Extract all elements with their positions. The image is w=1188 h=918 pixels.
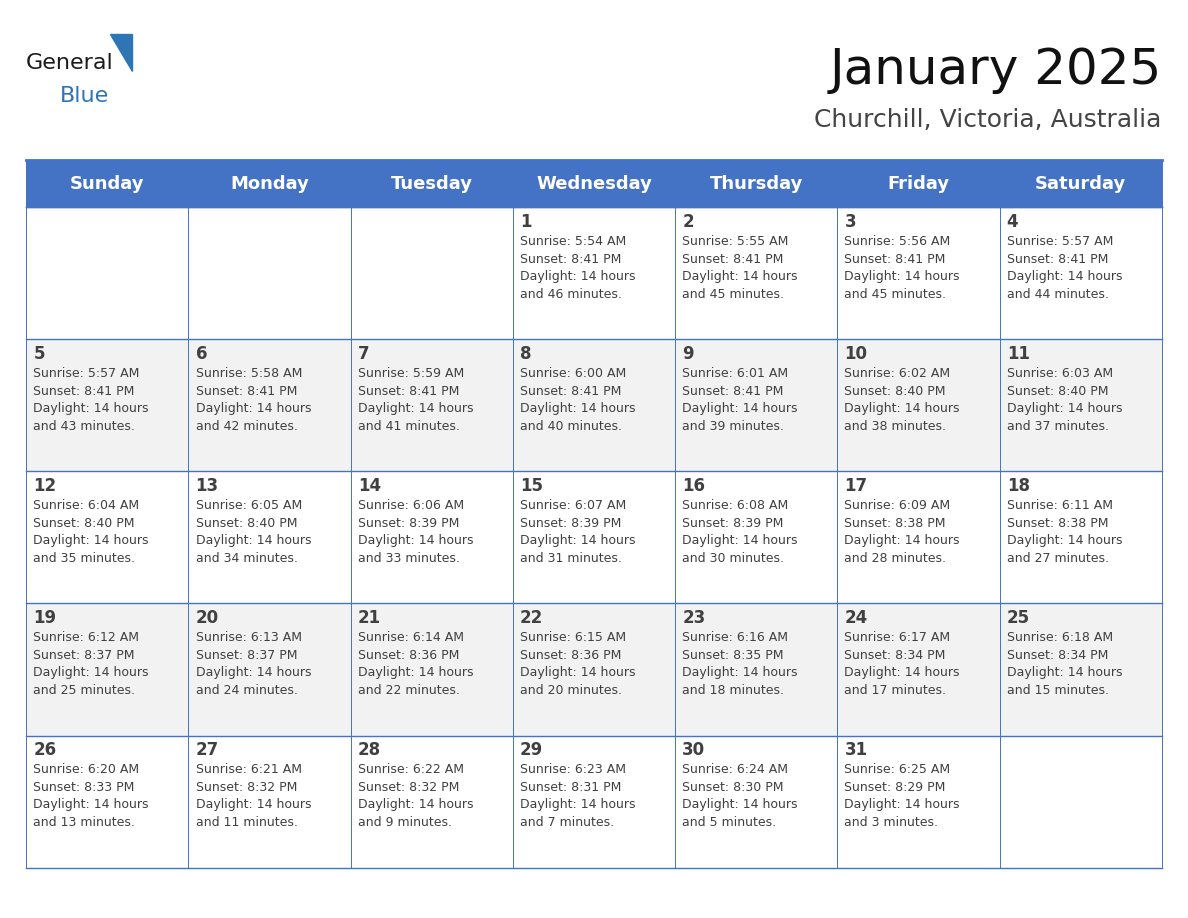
Text: 26: 26 <box>33 741 56 759</box>
Text: Sunrise: 6:18 AM
Sunset: 8:34 PM
Daylight: 14 hours
and 15 minutes.: Sunrise: 6:18 AM Sunset: 8:34 PM Dayligh… <box>1006 631 1123 697</box>
Text: 4: 4 <box>1006 213 1018 231</box>
Text: Sunrise: 6:12 AM
Sunset: 8:37 PM
Daylight: 14 hours
and 25 minutes.: Sunrise: 6:12 AM Sunset: 8:37 PM Dayligh… <box>33 631 148 697</box>
Text: 14: 14 <box>358 477 381 495</box>
Text: Sunrise: 6:01 AM
Sunset: 8:41 PM
Daylight: 14 hours
and 39 minutes.: Sunrise: 6:01 AM Sunset: 8:41 PM Dayligh… <box>682 367 798 432</box>
Text: Thursday: Thursday <box>709 174 803 193</box>
Text: 10: 10 <box>845 345 867 363</box>
Text: Sunrise: 6:20 AM
Sunset: 8:33 PM
Daylight: 14 hours
and 13 minutes.: Sunrise: 6:20 AM Sunset: 8:33 PM Dayligh… <box>33 763 148 829</box>
Text: 13: 13 <box>196 477 219 495</box>
Text: Sunrise: 5:57 AM
Sunset: 8:41 PM
Daylight: 14 hours
and 43 minutes.: Sunrise: 5:57 AM Sunset: 8:41 PM Dayligh… <box>33 367 148 432</box>
Text: 20: 20 <box>196 609 219 627</box>
Bar <box>26 340 1162 472</box>
Text: 19: 19 <box>33 609 56 627</box>
Text: Sunrise: 5:59 AM
Sunset: 8:41 PM
Daylight: 14 hours
and 41 minutes.: Sunrise: 5:59 AM Sunset: 8:41 PM Dayligh… <box>358 367 473 432</box>
Text: Sunrise: 6:03 AM
Sunset: 8:40 PM
Daylight: 14 hours
and 37 minutes.: Sunrise: 6:03 AM Sunset: 8:40 PM Dayligh… <box>1006 367 1123 432</box>
Bar <box>26 472 1162 603</box>
Text: 7: 7 <box>358 345 369 363</box>
Text: Sunday: Sunday <box>70 174 145 193</box>
Text: 2: 2 <box>682 213 694 231</box>
Text: Sunrise: 6:07 AM
Sunset: 8:39 PM
Daylight: 14 hours
and 31 minutes.: Sunrise: 6:07 AM Sunset: 8:39 PM Dayligh… <box>520 499 636 565</box>
Text: 5: 5 <box>33 345 45 363</box>
Text: 28: 28 <box>358 741 381 759</box>
Text: Sunrise: 6:05 AM
Sunset: 8:40 PM
Daylight: 14 hours
and 34 minutes.: Sunrise: 6:05 AM Sunset: 8:40 PM Dayligh… <box>196 499 311 565</box>
Bar <box>26 207 1162 340</box>
Text: Blue: Blue <box>59 86 108 106</box>
Text: Friday: Friday <box>887 174 949 193</box>
Text: 6: 6 <box>196 345 207 363</box>
Text: 12: 12 <box>33 477 56 495</box>
Bar <box>26 603 1162 735</box>
Text: 22: 22 <box>520 609 543 627</box>
Text: 27: 27 <box>196 741 219 759</box>
Text: 21: 21 <box>358 609 381 627</box>
Text: Sunrise: 6:21 AM
Sunset: 8:32 PM
Daylight: 14 hours
and 11 minutes.: Sunrise: 6:21 AM Sunset: 8:32 PM Dayligh… <box>196 763 311 829</box>
Text: Saturday: Saturday <box>1035 174 1126 193</box>
Text: 18: 18 <box>1006 477 1030 495</box>
Text: Sunrise: 5:57 AM
Sunset: 8:41 PM
Daylight: 14 hours
and 44 minutes.: Sunrise: 5:57 AM Sunset: 8:41 PM Dayligh… <box>1006 235 1123 300</box>
Bar <box>26 160 189 207</box>
Text: Sunrise: 6:22 AM
Sunset: 8:32 PM
Daylight: 14 hours
and 9 minutes.: Sunrise: 6:22 AM Sunset: 8:32 PM Dayligh… <box>358 763 473 829</box>
Text: 3: 3 <box>845 213 857 231</box>
Text: 30: 30 <box>682 741 706 759</box>
Text: Wednesday: Wednesday <box>536 174 652 193</box>
Text: General: General <box>26 53 114 73</box>
Text: Sunrise: 6:09 AM
Sunset: 8:38 PM
Daylight: 14 hours
and 28 minutes.: Sunrise: 6:09 AM Sunset: 8:38 PM Dayligh… <box>845 499 960 565</box>
Bar <box>838 160 999 207</box>
Text: Sunrise: 6:13 AM
Sunset: 8:37 PM
Daylight: 14 hours
and 24 minutes.: Sunrise: 6:13 AM Sunset: 8:37 PM Dayligh… <box>196 631 311 697</box>
Text: Sunrise: 6:06 AM
Sunset: 8:39 PM
Daylight: 14 hours
and 33 minutes.: Sunrise: 6:06 AM Sunset: 8:39 PM Dayligh… <box>358 499 473 565</box>
Bar <box>350 160 513 207</box>
Text: Sunrise: 6:15 AM
Sunset: 8:36 PM
Daylight: 14 hours
and 20 minutes.: Sunrise: 6:15 AM Sunset: 8:36 PM Dayligh… <box>520 631 636 697</box>
Text: Sunrise: 5:54 AM
Sunset: 8:41 PM
Daylight: 14 hours
and 46 minutes.: Sunrise: 5:54 AM Sunset: 8:41 PM Dayligh… <box>520 235 636 300</box>
Text: Sunrise: 6:11 AM
Sunset: 8:38 PM
Daylight: 14 hours
and 27 minutes.: Sunrise: 6:11 AM Sunset: 8:38 PM Dayligh… <box>1006 499 1123 565</box>
Text: Sunrise: 6:04 AM
Sunset: 8:40 PM
Daylight: 14 hours
and 35 minutes.: Sunrise: 6:04 AM Sunset: 8:40 PM Dayligh… <box>33 499 148 565</box>
Text: Sunrise: 6:02 AM
Sunset: 8:40 PM
Daylight: 14 hours
and 38 minutes.: Sunrise: 6:02 AM Sunset: 8:40 PM Dayligh… <box>845 367 960 432</box>
Text: 31: 31 <box>845 741 867 759</box>
Text: 17: 17 <box>845 477 867 495</box>
Text: 23: 23 <box>682 609 706 627</box>
Text: 15: 15 <box>520 477 543 495</box>
Text: Monday: Monday <box>230 174 309 193</box>
Text: Sunrise: 6:23 AM
Sunset: 8:31 PM
Daylight: 14 hours
and 7 minutes.: Sunrise: 6:23 AM Sunset: 8:31 PM Dayligh… <box>520 763 636 829</box>
Text: 8: 8 <box>520 345 531 363</box>
Text: 1: 1 <box>520 213 531 231</box>
Text: Tuesday: Tuesday <box>391 174 473 193</box>
Text: Sunrise: 6:24 AM
Sunset: 8:30 PM
Daylight: 14 hours
and 5 minutes.: Sunrise: 6:24 AM Sunset: 8:30 PM Dayligh… <box>682 763 798 829</box>
Text: Sunrise: 6:14 AM
Sunset: 8:36 PM
Daylight: 14 hours
and 22 minutes.: Sunrise: 6:14 AM Sunset: 8:36 PM Dayligh… <box>358 631 473 697</box>
Bar <box>999 160 1162 207</box>
Text: January 2025: January 2025 <box>829 46 1162 94</box>
Text: Sunrise: 6:25 AM
Sunset: 8:29 PM
Daylight: 14 hours
and 3 minutes.: Sunrise: 6:25 AM Sunset: 8:29 PM Dayligh… <box>845 763 960 829</box>
Text: Sunrise: 5:55 AM
Sunset: 8:41 PM
Daylight: 14 hours
and 45 minutes.: Sunrise: 5:55 AM Sunset: 8:41 PM Dayligh… <box>682 235 798 300</box>
Text: Sunrise: 6:16 AM
Sunset: 8:35 PM
Daylight: 14 hours
and 18 minutes.: Sunrise: 6:16 AM Sunset: 8:35 PM Dayligh… <box>682 631 798 697</box>
Text: Sunrise: 6:17 AM
Sunset: 8:34 PM
Daylight: 14 hours
and 17 minutes.: Sunrise: 6:17 AM Sunset: 8:34 PM Dayligh… <box>845 631 960 697</box>
Bar <box>26 735 1162 868</box>
Text: Churchill, Victoria, Australia: Churchill, Victoria, Australia <box>815 108 1162 132</box>
Text: 24: 24 <box>845 609 867 627</box>
Text: 29: 29 <box>520 741 543 759</box>
Bar <box>189 160 350 207</box>
Text: Sunrise: 6:00 AM
Sunset: 8:41 PM
Daylight: 14 hours
and 40 minutes.: Sunrise: 6:00 AM Sunset: 8:41 PM Dayligh… <box>520 367 636 432</box>
Text: 9: 9 <box>682 345 694 363</box>
Text: Sunrise: 5:56 AM
Sunset: 8:41 PM
Daylight: 14 hours
and 45 minutes.: Sunrise: 5:56 AM Sunset: 8:41 PM Dayligh… <box>845 235 960 300</box>
Bar <box>675 160 838 207</box>
Text: 11: 11 <box>1006 345 1030 363</box>
Text: Sunrise: 5:58 AM
Sunset: 8:41 PM
Daylight: 14 hours
and 42 minutes.: Sunrise: 5:58 AM Sunset: 8:41 PM Dayligh… <box>196 367 311 432</box>
Text: Sunrise: 6:08 AM
Sunset: 8:39 PM
Daylight: 14 hours
and 30 minutes.: Sunrise: 6:08 AM Sunset: 8:39 PM Dayligh… <box>682 499 798 565</box>
Bar <box>513 160 675 207</box>
Text: 25: 25 <box>1006 609 1030 627</box>
Text: 16: 16 <box>682 477 706 495</box>
Polygon shape <box>110 34 132 71</box>
